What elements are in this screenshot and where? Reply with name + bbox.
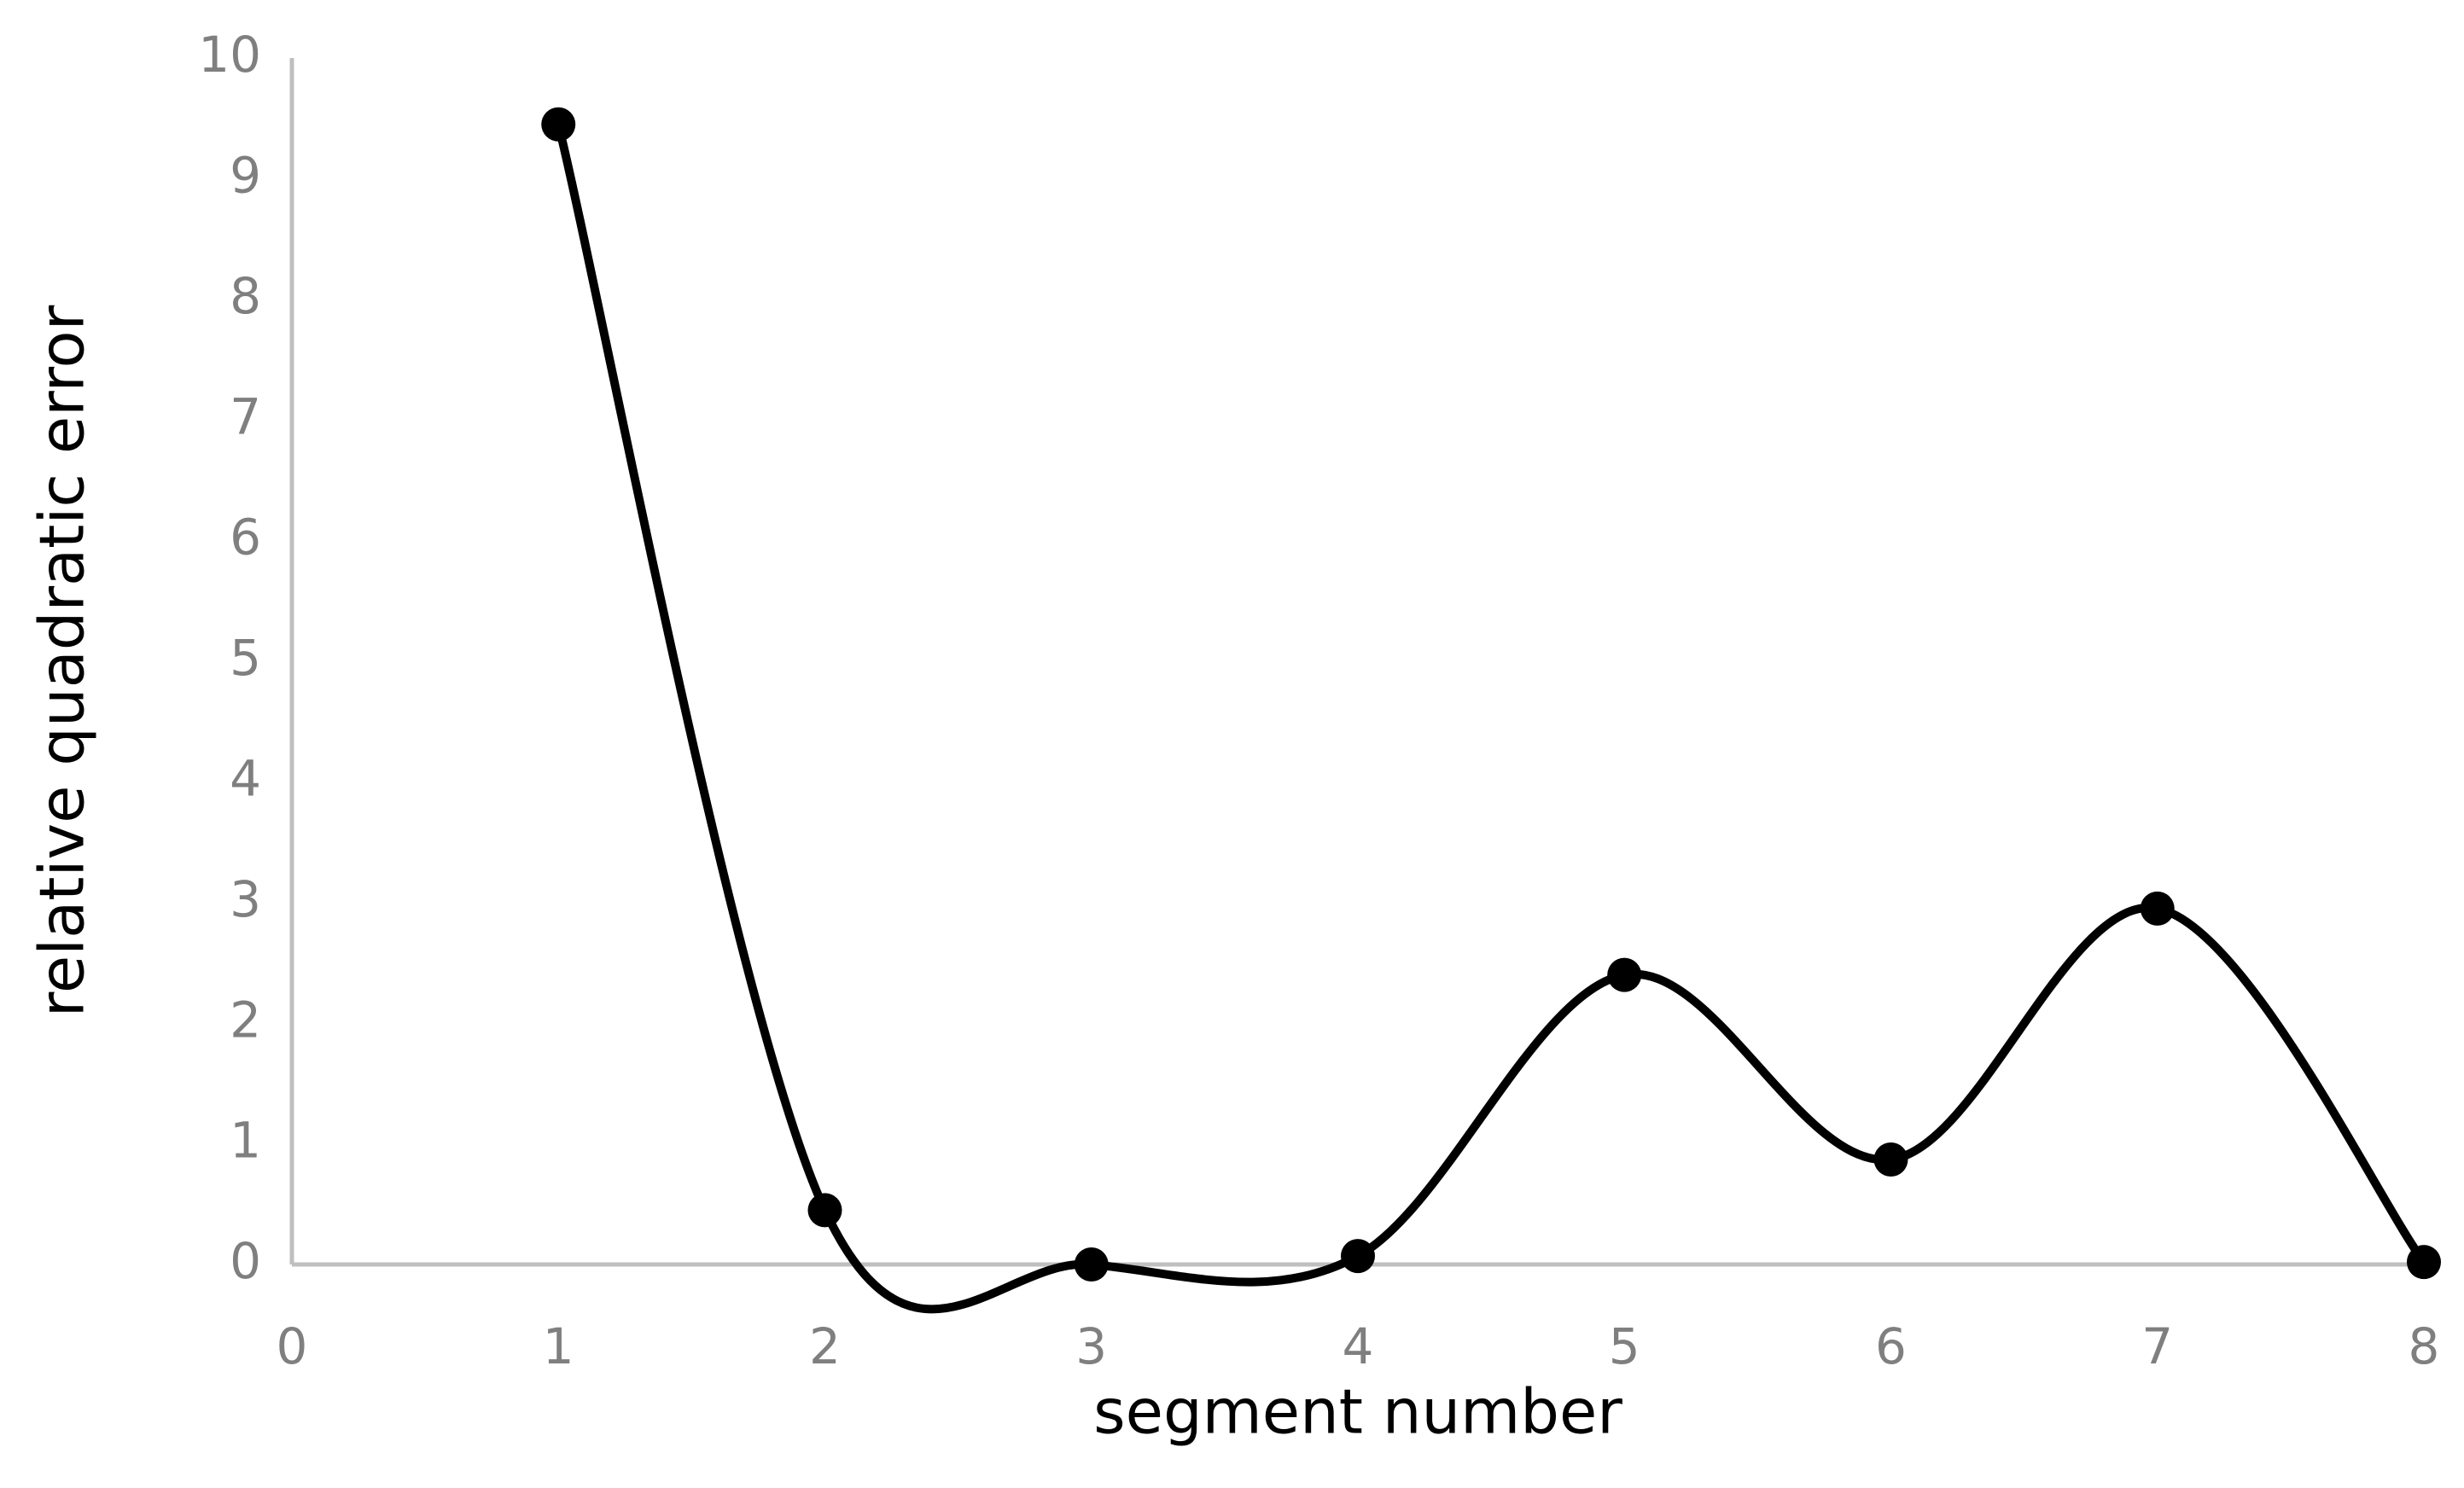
y-tick-label: 0 bbox=[230, 1232, 261, 1290]
x-tick-label: 6 bbox=[1875, 1317, 1907, 1375]
x-tick-label: 4 bbox=[1343, 1317, 1374, 1375]
x-tick-label: 3 bbox=[1075, 1317, 1107, 1375]
y-tick-label: 10 bbox=[198, 26, 261, 84]
y-tick-label: 9 bbox=[230, 147, 261, 205]
y-tick-label: 3 bbox=[230, 870, 261, 928]
y-tick-label: 4 bbox=[230, 750, 261, 808]
series-line bbox=[554, 123, 2427, 1314]
data-point bbox=[2407, 1245, 2441, 1280]
data-point bbox=[1074, 1247, 1109, 1282]
x-tick-label: 7 bbox=[2141, 1317, 2173, 1375]
x-tick-label: 1 bbox=[543, 1317, 574, 1375]
x-tick-label: 2 bbox=[809, 1317, 841, 1375]
y-tick-label: 7 bbox=[230, 387, 261, 445]
y-tick-label: 5 bbox=[230, 629, 261, 687]
data-point bbox=[1341, 1239, 1375, 1274]
y-axis-title: relative quadratic error bbox=[26, 305, 98, 1017]
x-tick-label: 8 bbox=[2409, 1317, 2440, 1375]
x-tick-label: 5 bbox=[1609, 1317, 1640, 1375]
data-point bbox=[1607, 957, 1642, 992]
data-point bbox=[2140, 891, 2175, 926]
x-axis-title: segment number bbox=[1093, 1376, 1622, 1448]
data-point bbox=[807, 1193, 842, 1228]
y-tick-label: 2 bbox=[230, 991, 261, 1049]
y-tick-label: 1 bbox=[230, 1112, 261, 1170]
data-point bbox=[541, 107, 576, 142]
y-tick-label: 8 bbox=[230, 267, 261, 325]
y-tick-label: 6 bbox=[230, 509, 261, 567]
x-tick-label: 0 bbox=[277, 1317, 308, 1375]
data-point bbox=[1873, 1142, 1908, 1177]
